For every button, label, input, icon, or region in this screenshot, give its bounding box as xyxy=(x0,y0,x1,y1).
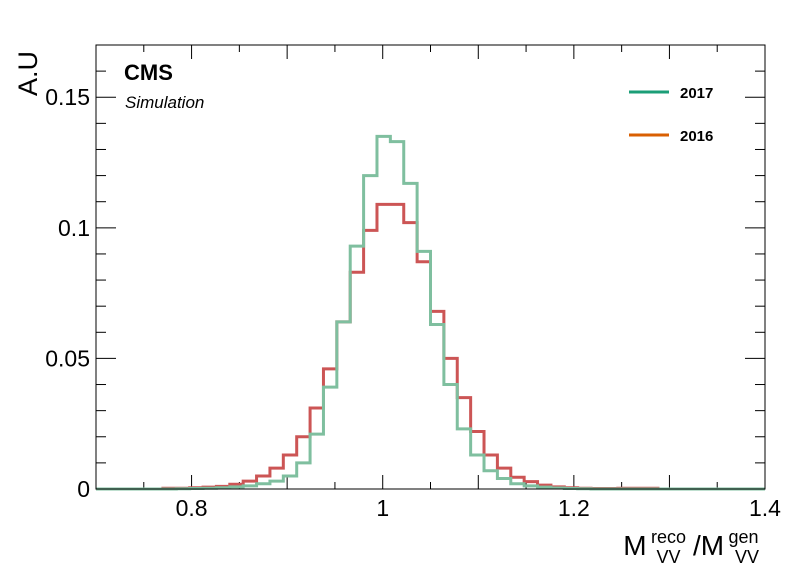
legend-label-2016: 2016 xyxy=(680,128,713,145)
plot-frame xyxy=(95,44,766,490)
x-axis-label: M reco VV /M gen VV xyxy=(623,527,763,567)
y-tick-label: 0.05 xyxy=(45,345,90,371)
simulation-label: Simulation xyxy=(125,93,204,112)
x-label-sub-vv: VV xyxy=(656,547,680,567)
series-2017 xyxy=(96,134,765,491)
x-label-sup-reco: reco xyxy=(651,527,686,547)
series-2016 xyxy=(96,202,765,491)
legend: 2017 2016 xyxy=(629,85,713,145)
legend-label-2017: 2017 xyxy=(680,85,713,102)
y-tick-label: 0 xyxy=(77,476,90,502)
x-tick-label: 1 xyxy=(376,495,389,521)
x-tick-label: 0.8 xyxy=(176,495,208,521)
y-axis-label: A.U xyxy=(13,51,43,96)
cms-label: CMS xyxy=(124,60,173,85)
x-tick-label: 1.2 xyxy=(558,495,590,521)
histogram-series xyxy=(96,134,765,491)
x-label-sub-vv-2: VV xyxy=(735,547,759,567)
y-axis-ticks xyxy=(96,44,765,490)
x-label-separator: /M xyxy=(693,530,724,561)
x-label-sup-gen: gen xyxy=(729,527,759,547)
y-tick-labels: 0 0.05 0.1 0.15 xyxy=(45,84,90,502)
x-label-base: M xyxy=(623,530,646,561)
x-tick-label: 1.4 xyxy=(749,495,781,521)
y-tick-label: 0.1 xyxy=(58,215,90,241)
x-tick-labels: 0.8 1 1.2 1.4 xyxy=(176,495,782,521)
y-tick-label: 0.15 xyxy=(45,84,90,110)
